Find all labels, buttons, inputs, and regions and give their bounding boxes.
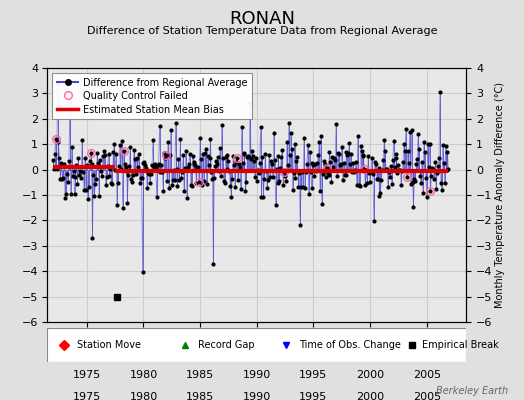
Text: 2000: 2000 — [356, 370, 384, 380]
Y-axis label: Monthly Temperature Anomaly Difference (°C): Monthly Temperature Anomaly Difference (… — [495, 82, 505, 308]
Text: 2005: 2005 — [412, 370, 441, 380]
Text: Empirical Break: Empirical Break — [422, 340, 499, 350]
Text: 1985: 1985 — [186, 370, 214, 380]
Legend: Difference from Regional Average, Quality Control Failed, Estimated Station Mean: Difference from Regional Average, Qualit… — [52, 73, 253, 119]
Text: 1990: 1990 — [243, 370, 271, 380]
Text: Berkeley Earth: Berkeley Earth — [436, 386, 508, 396]
FancyBboxPatch shape — [47, 328, 466, 362]
Text: Record Gap: Record Gap — [198, 340, 255, 350]
Text: 1975: 1975 — [73, 370, 101, 380]
Text: Difference of Station Temperature Data from Regional Average: Difference of Station Temperature Data f… — [87, 26, 437, 36]
Text: RONAN: RONAN — [229, 10, 295, 28]
Text: 1980: 1980 — [129, 370, 158, 380]
Text: Station Move: Station Move — [77, 340, 140, 350]
Text: 1995: 1995 — [299, 370, 328, 380]
Text: Time of Obs. Change: Time of Obs. Change — [299, 340, 400, 350]
